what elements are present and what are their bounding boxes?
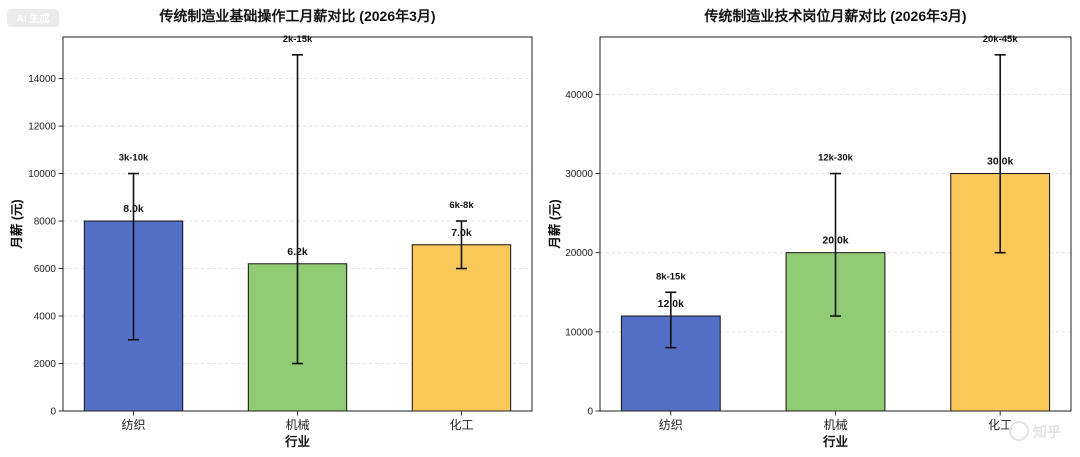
zhihu-watermark: 知乎: [1009, 421, 1061, 441]
salary-range-label: 6k-8k: [449, 200, 474, 211]
chart-title: 传统制造业技术岗位月薪对比 (2026年3月): [703, 8, 966, 24]
y-axis-label: 月薪 (元): [9, 199, 24, 249]
x-tick-label: 机械: [823, 417, 847, 432]
y-tick-label: 0: [50, 407, 56, 418]
plot-area: 0 10000 20000 30000 40000 纺织 机械 化工 12.0k 20.0k 30.…: [565, 34, 1072, 432]
value-labels: 12.0k 20.0k 30.0k: [658, 156, 1014, 310]
bar-value-label: 7.0k: [451, 227, 472, 239]
y-tick-label: 10000: [565, 327, 593, 338]
error-bar: [128, 172, 140, 341]
y-tick-label: 6000: [34, 264, 57, 275]
bar-value-label: 8.0k: [123, 203, 144, 215]
value-labels: 8.0k 6.2k 7.0k: [123, 203, 472, 258]
y-tick-label: 4000: [34, 312, 57, 323]
zhihu-watermark-text: 知乎: [1033, 424, 1061, 440]
bar-value-label: 12.0k: [658, 298, 684, 310]
salary-range-label: 3k-10k: [119, 153, 149, 164]
right-chart: 0 10000 20000 30000 40000 纺织 机械 化工 12.0k 20.0k 30.…: [547, 8, 1072, 449]
zhihu-logo-icon: [1009, 421, 1029, 441]
x-tick-label: 纺织: [122, 418, 146, 432]
y-tick-label: 0: [587, 407, 593, 418]
x-axis: 纺织 机械 化工: [659, 411, 1012, 432]
error-bar: [665, 291, 677, 349]
y-tick-label: 2000: [34, 359, 57, 370]
bar-value-label: 30.0k: [987, 156, 1013, 168]
salary-range-label: 2k-15k: [283, 34, 313, 45]
bar-3: [411, 244, 512, 412]
x-tick-label: 机械: [285, 417, 309, 432]
error-bars: [128, 54, 467, 365]
y-tick-label: 40000: [565, 90, 593, 101]
ai-generated-badge-background: [7, 9, 59, 27]
range-labels: 3k-10k 2k-15k 6k-8k: [119, 34, 475, 211]
error-bar: [455, 220, 467, 270]
y-tick-label: 30000: [565, 169, 593, 180]
x-axis-label: 行业: [822, 434, 849, 449]
ai-generated-badge: AI 生成: [7, 9, 59, 27]
salary-range-label: 8k-15k: [656, 271, 686, 282]
range-labels: 8k-15k 12k-30k 20k-45k: [656, 34, 1018, 282]
salary-range-label: 20k-45k: [983, 34, 1019, 45]
ai-generated-badge-text: AI 生成: [17, 12, 50, 25]
error-bar: [994, 54, 1006, 254]
bar-value-label: 6.2k: [287, 246, 308, 258]
y-tick-label: 8000: [34, 217, 57, 228]
x-tick-label: 化工: [449, 418, 473, 432]
left-chart: 0 2000 4000 6000 8000 10000 12000 14000 纺织 机械 化工 8.…: [9, 8, 533, 449]
y-tick-label: 14000: [28, 74, 56, 85]
y-tick-label: 12000: [28, 122, 56, 133]
y-axis: 0 2000 4000 6000 8000 10000 12000 14000: [28, 74, 63, 418]
x-axis: 纺织 机械 化工: [122, 411, 473, 432]
y-axis-label: 月薪 (元): [547, 199, 562, 249]
y-tick-label: 20000: [565, 248, 593, 259]
x-tick-label: 纺织: [659, 418, 683, 432]
x-axis-label: 行业: [284, 434, 311, 449]
error-bar: [292, 54, 303, 365]
x-tick-label: 化工: [988, 418, 1012, 432]
chart-title: 传统制造业基础操作工月薪对比 (2026年3月): [158, 8, 435, 24]
bar-value-label: 20.0k: [822, 235, 848, 247]
y-tick-label: 10000: [28, 169, 56, 180]
y-axis: 0 10000 20000 30000 40000: [565, 90, 600, 418]
error-bars: [665, 54, 1006, 349]
salary-range-label: 12k-30k: [818, 153, 854, 164]
error-bar: [830, 172, 841, 317]
plot-area: 0 2000 4000 6000 8000 10000 12000 14000 纺织 机械 化工 8.…: [28, 34, 533, 432]
